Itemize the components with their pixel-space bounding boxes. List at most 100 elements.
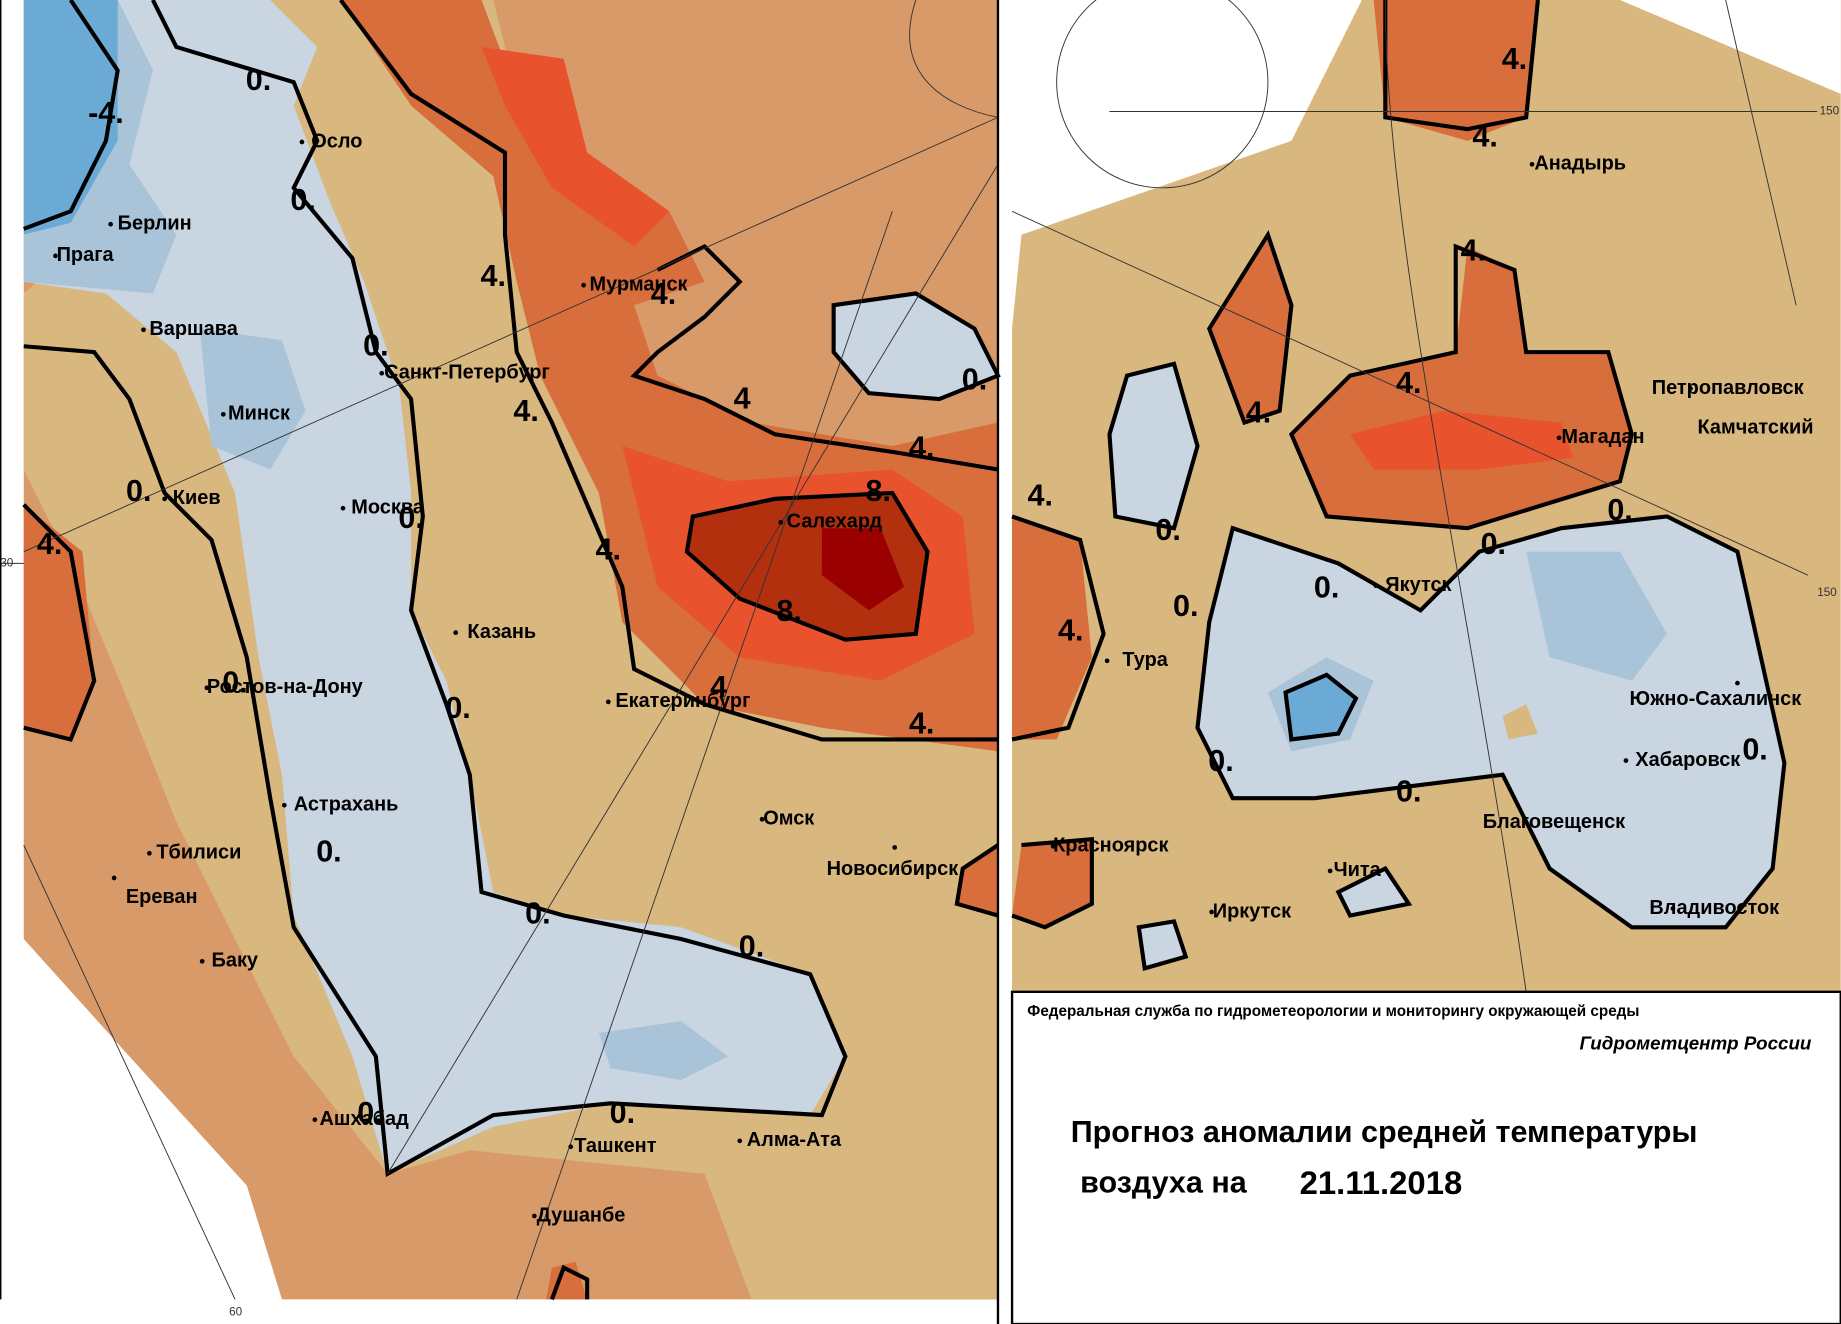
- contour-label: 0.: [962, 363, 987, 397]
- contour-label: 0.: [1173, 589, 1198, 623]
- city-dot: [162, 496, 167, 502]
- contour-label: 0.: [610, 1096, 635, 1130]
- city-label: Камчатский: [1698, 417, 1814, 439]
- city-label: Баку: [212, 950, 259, 972]
- contour-label: 4.: [596, 533, 621, 567]
- city-dot: [531, 1213, 537, 1219]
- city-dot: [1104, 658, 1110, 664]
- city-dot: [108, 221, 113, 227]
- city-label: Москва: [351, 497, 425, 519]
- city-label: Ростов-на-Дону: [207, 676, 363, 698]
- city-label: Казань: [467, 621, 536, 643]
- city-label: Якутск: [1385, 574, 1451, 596]
- city-dot: [737, 1138, 743, 1144]
- city-dot: [312, 1117, 318, 1123]
- axis-label: 60: [229, 1305, 243, 1318]
- city-dot: [581, 282, 586, 288]
- city-dot: [1209, 909, 1214, 915]
- city-dot: [379, 370, 385, 376]
- city-dot: [1670, 906, 1676, 911]
- contour-label: 4.: [1502, 42, 1527, 76]
- contour-label: 0.: [290, 183, 315, 217]
- city-label: Владивосток: [1649, 897, 1779, 919]
- city-dot: [204, 685, 210, 691]
- city-dot: [111, 875, 117, 881]
- contour-label: 4.: [1461, 233, 1486, 267]
- city-dot: [53, 253, 58, 259]
- contour-label: 0.: [222, 665, 247, 699]
- city-label: Хабаровск: [1635, 749, 1740, 771]
- axis-label: 30: [0, 556, 14, 569]
- city-dot: [146, 850, 152, 856]
- city-dot: [1327, 868, 1333, 874]
- city-label: Тбилиси: [156, 842, 241, 864]
- city-label: Тура: [1122, 649, 1168, 671]
- contour-label: 0.: [1742, 732, 1767, 766]
- city-dot: [299, 139, 305, 145]
- contour-label: 4.: [1396, 366, 1421, 400]
- contour-label: 4.: [513, 394, 538, 428]
- contour-label: 8.: [866, 474, 891, 508]
- city-dot: [199, 958, 205, 964]
- contour-label: 4: [734, 381, 751, 415]
- city-label: Петропавловск: [1652, 377, 1804, 399]
- city-dot: [892, 845, 898, 850]
- contour-label: 0.: [1155, 513, 1180, 547]
- right-map: [1010, 0, 1841, 1324]
- contour-label: 4.: [1058, 614, 1083, 648]
- contour-label: 0.: [1481, 527, 1506, 561]
- contour-label: 0.: [357, 1096, 382, 1130]
- city-dot: [605, 699, 611, 705]
- contour-label: 4.: [1246, 395, 1271, 429]
- city-label: Анадырь: [1534, 153, 1626, 175]
- city-label: Санкт-Петербург: [384, 362, 550, 384]
- contour-label: 4.: [1472, 120, 1497, 154]
- city-label: Южно-Сахалинск: [1629, 688, 1801, 710]
- contour-label: 0.: [398, 501, 423, 535]
- city-label: Екатеринбург: [615, 690, 750, 712]
- date: 21.11.2018: [1300, 1164, 1463, 1201]
- city-dot: [1050, 843, 1056, 849]
- city-label: Ашхабад: [320, 1108, 410, 1130]
- contour-label: 0.: [246, 63, 271, 97]
- city-dot: [1529, 161, 1535, 167]
- city-dot: [141, 327, 146, 333]
- contour-label: 0.: [525, 897, 550, 931]
- contour-label: -4.: [88, 96, 124, 130]
- city-label: Душанбе: [537, 1204, 626, 1226]
- city-label: Магадан: [1561, 426, 1644, 448]
- city-label: Киев: [173, 487, 221, 509]
- city-dot: [568, 1144, 574, 1150]
- contour-label: 0.: [1607, 493, 1632, 527]
- city-dot: [1688, 386, 1693, 391]
- title-line1: Прогноз аномалии средней температуры: [1071, 1115, 1698, 1149]
- city-label: Прага: [57, 244, 115, 266]
- contour-label: 0.: [126, 474, 151, 508]
- city-dot: [1556, 435, 1562, 441]
- axis-label: 150: [1817, 586, 1837, 599]
- city-label: Красноярск: [1053, 835, 1168, 857]
- city-label: Астрахань: [294, 793, 399, 815]
- contour-label: 4.: [909, 706, 934, 740]
- city-dot: [1373, 583, 1379, 589]
- city-label: Новосибирск: [827, 858, 959, 880]
- city-dot: [453, 630, 459, 636]
- contour-label: 4.: [481, 259, 506, 293]
- footer: Федеральная служба по гидрометеорологии …: [1027, 1003, 1812, 1201]
- city-label: Ереван: [126, 886, 198, 908]
- city-dot: [340, 505, 346, 511]
- left-map: [0, 0, 1001, 1324]
- city-dot: [778, 519, 784, 525]
- city-dot: [220, 411, 226, 417]
- city-label: Алма-Ата: [747, 1129, 842, 1151]
- city-label: Омск: [763, 808, 814, 830]
- city-label: Салехард: [787, 511, 883, 533]
- city-label: Осло: [311, 130, 362, 152]
- city-label: Чита: [1334, 859, 1382, 881]
- contour-label: 0.: [445, 691, 470, 725]
- city-label: Благовещенск: [1483, 811, 1625, 833]
- contour-label: 0.: [1314, 570, 1339, 604]
- city-dot: [759, 816, 765, 822]
